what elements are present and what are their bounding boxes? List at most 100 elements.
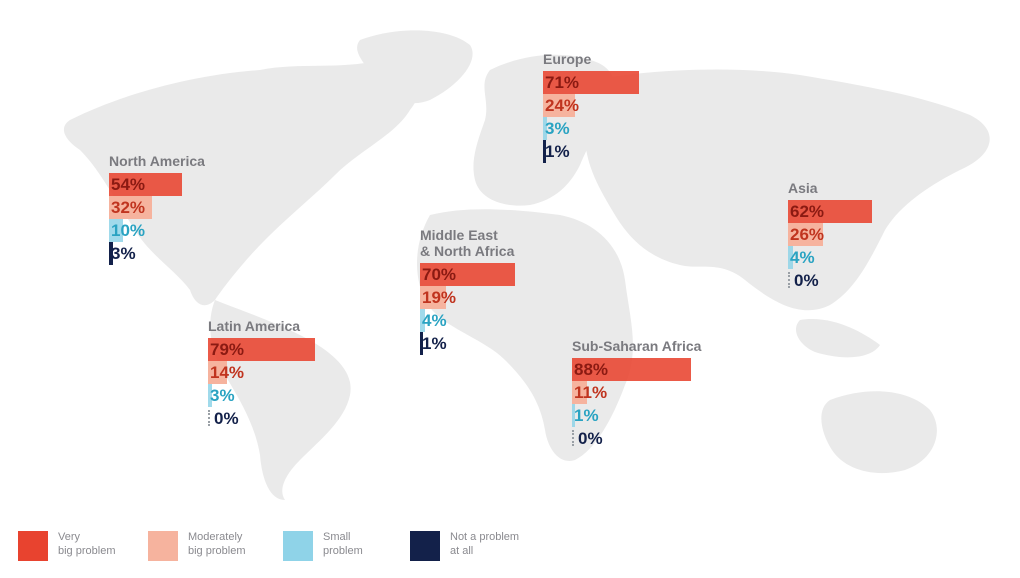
bar-row-not-a-problem: 0% xyxy=(788,269,819,292)
data-label: 24% xyxy=(545,96,580,115)
bar-row-moderately-big-problem: 14% xyxy=(208,361,300,384)
bar-not-a-problem xyxy=(572,430,574,446)
bar-small-problem xyxy=(109,219,123,242)
bar-moderately-big-problem xyxy=(572,381,587,404)
data-label: 1% xyxy=(545,142,570,161)
data-label: 11% xyxy=(574,383,608,402)
region-title: Sub-Saharan Africa xyxy=(572,338,702,354)
region-europe: Europe 71% 24% 3% 1% xyxy=(543,51,639,163)
data-label: 79% xyxy=(210,340,245,359)
bar-row-small-problem: 1% xyxy=(572,404,701,427)
bar-row-not-a-problem: 0% xyxy=(572,427,701,450)
bar-row-not-a-problem: 3% xyxy=(109,242,205,265)
data-label: 0% xyxy=(794,271,819,290)
data-label: 19% xyxy=(422,288,457,307)
continents xyxy=(63,30,990,500)
data-label: 10% xyxy=(111,221,146,240)
bar-moderately-big-problem xyxy=(543,94,576,117)
legend-label: Very big problem xyxy=(58,531,116,557)
legend-swatch xyxy=(18,531,48,561)
data-label: 1% xyxy=(422,334,447,353)
data-label: 70% xyxy=(422,265,457,284)
data-label: 62% xyxy=(790,202,825,221)
bar-very-big-problem xyxy=(572,358,691,381)
bar-row-moderately-big-problem: 32% xyxy=(109,196,205,219)
bar-row-very-big-problem: 88% xyxy=(572,358,701,381)
legend-item-small-problem: Small problem xyxy=(283,530,423,562)
legend-label: Not a problem at all xyxy=(450,531,520,557)
bar-moderately-big-problem xyxy=(420,286,446,309)
data-label: 54% xyxy=(111,175,146,194)
bar-very-big-problem xyxy=(208,338,315,361)
bar-very-big-problem xyxy=(109,173,182,196)
legend-item-not-a-problem: Not a problem at all xyxy=(410,530,550,562)
region-latin-america: Latin America 79% 14% 3% 0% xyxy=(208,318,315,430)
data-label: 14% xyxy=(210,363,245,382)
bar-not-a-problem xyxy=(420,332,423,355)
bar-moderately-big-problem xyxy=(788,223,824,246)
bar-small-problem xyxy=(788,246,794,269)
bar-row-small-problem: 3% xyxy=(543,117,591,140)
bar-row-small-problem: 10% xyxy=(109,219,205,242)
region-middle-east-north-africa: Middle East & North Africa 70% 19% 4% 1% xyxy=(420,227,515,355)
data-label: 1% xyxy=(574,406,599,425)
bar-not-a-problem xyxy=(208,410,210,426)
bar-row-very-big-problem: 71% xyxy=(543,71,639,94)
region-title: Middle East & North Africa xyxy=(420,227,515,259)
bar-row-moderately-big-problem: 24% xyxy=(543,94,591,117)
bar-row-moderately-big-problem: 19% xyxy=(420,286,514,309)
bar-row-very-big-problem: 79% xyxy=(208,338,315,361)
bar-row-small-problem: 3% xyxy=(208,384,300,407)
bar-very-big-problem xyxy=(788,200,872,223)
data-label: 32% xyxy=(111,198,146,217)
data-label: 3% xyxy=(210,386,235,405)
bar-very-big-problem xyxy=(420,263,515,286)
data-label: 0% xyxy=(578,429,603,448)
landmass-australia xyxy=(821,391,937,474)
bar-row-not-a-problem: 0% xyxy=(208,407,300,430)
bar-row-very-big-problem: 62% xyxy=(788,200,872,223)
data-label: 4% xyxy=(422,311,447,330)
bar-moderately-big-problem xyxy=(109,196,153,219)
data-label: 71% xyxy=(545,73,580,92)
region-sub-saharan-africa: Sub-Saharan Africa 88% 11% 1% 0% xyxy=(572,338,701,450)
bar-row-small-problem: 4% xyxy=(420,309,514,332)
legend-item-moderately-big-problem: Moderately big problem xyxy=(148,530,288,562)
bar-moderately-big-problem xyxy=(208,361,227,384)
region-title: Europe xyxy=(543,51,592,67)
data-label: 88% xyxy=(574,360,609,379)
bar-small-problem xyxy=(543,117,548,140)
bar-row-small-problem: 4% xyxy=(788,246,818,269)
legend-swatch xyxy=(410,531,440,561)
legend-swatch xyxy=(283,531,313,561)
data-label: 3% xyxy=(111,244,136,263)
bar-small-problem xyxy=(420,309,426,332)
legend-label: Moderately big problem xyxy=(188,531,246,557)
bar-very-big-problem xyxy=(543,71,639,94)
legend-swatch xyxy=(148,531,178,561)
data-label: 0% xyxy=(214,409,239,428)
landmass-asia xyxy=(581,69,990,311)
bar-small-problem xyxy=(572,404,575,427)
bar-row-very-big-problem: 70% xyxy=(420,263,515,286)
data-label: 26% xyxy=(790,225,825,244)
legend-label: Small problem xyxy=(323,531,363,557)
bar-row-not-a-problem: 1% xyxy=(543,140,591,163)
bar-row-moderately-big-problem: 26% xyxy=(788,223,824,246)
landmass-north-america xyxy=(63,59,420,306)
bar-small-problem xyxy=(208,384,213,407)
region-title: Latin America xyxy=(208,318,301,334)
landmass-southeast-asia xyxy=(795,319,880,358)
data-label: 4% xyxy=(790,248,815,267)
bar-row-not-a-problem: 1% xyxy=(420,332,514,355)
region-asia: Asia 62% 26% 4% 0% xyxy=(788,180,872,292)
data-label: 3% xyxy=(545,119,570,138)
region-title: North America xyxy=(109,153,205,169)
bar-not-a-problem xyxy=(109,242,114,265)
region-north-america: North America 54% 32% 10% 3% xyxy=(109,153,205,265)
region-title: Asia xyxy=(788,180,818,196)
landmass-greenland xyxy=(357,30,473,104)
bar-row-very-big-problem: 54% xyxy=(109,173,205,196)
bar-not-a-problem xyxy=(788,272,790,288)
bar-not-a-problem xyxy=(543,140,546,163)
